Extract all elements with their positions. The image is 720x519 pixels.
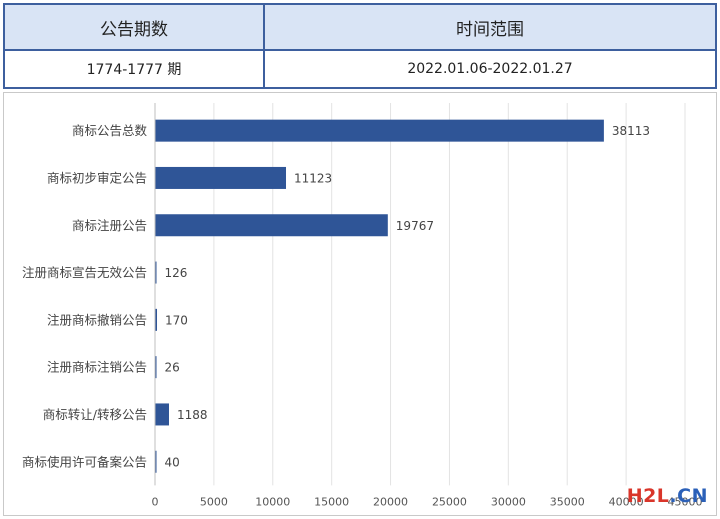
bar [155,356,157,379]
info-table: 公告期数 时间范围 1774-1777 期 2022.01.06-2022.01… [3,3,717,89]
x-tick-label: 45000 [668,495,703,508]
table-data-row: 1774-1777 期 2022.01.06-2022.01.27 [5,51,715,87]
category-label: 商标初步审定公告 [47,170,147,185]
value-label: 38113 [612,124,650,138]
value-label: 26 [165,361,180,375]
header-date-range: 时间范围 [456,19,524,40]
bar [155,450,157,473]
value-label: 19767 [396,219,434,233]
x-tick-label: 15000 [314,495,349,508]
category-label: 注册商标注销公告 [47,360,147,375]
category-label: 注册商标宣告无效公告 [22,265,147,280]
site-watermark: H2L.CN [626,485,708,507]
value-label: 11123 [294,171,332,185]
chart-frame: 商标公告总数 38113 商标初步审定公告 11123 商标注册公告 19767 注册商标宣… [3,92,717,516]
value-label: 1188 [177,408,208,422]
bar [155,214,388,237]
x-tick-label: 10000 [255,495,290,508]
x-tick-label: 40000 [609,495,644,508]
category-label: 商标使用许可备案公告 [22,454,147,469]
header-period: 公告期数 [5,5,265,49]
x-tick-label: 20000 [373,495,408,508]
bar [155,403,169,426]
value-label: 40 [165,455,180,469]
bar [155,308,158,331]
value-label: 170 [165,313,188,327]
x-tick-label: 25000 [432,495,467,508]
value-label: 126 [165,266,188,280]
category-label: 商标公告总数 [72,123,148,138]
x-tick-label: 30000 [491,495,526,508]
x-tick-label: 5000 [200,495,228,508]
cell-period: 1774-1777 期 [5,51,265,87]
x-tick-label: 35000 [550,495,585,508]
category-label: 商标注册公告 [72,218,147,233]
bar [155,261,157,284]
category-label: 商标转让/转移公告 [43,407,147,422]
bar [155,119,604,142]
bar [155,166,287,189]
table-header-row: 公告期数 时间范围 [5,5,715,51]
cell-date-range: 2022.01.06-2022.01.27 [407,61,573,77]
category-label: 注册商标撤销公告 [47,312,147,327]
x-tick-label: 0 [152,495,159,508]
bar-chart: 商标公告总数 38113 商标初步审定公告 11123 商标注册公告 19767 注册商标宣… [22,103,703,508]
